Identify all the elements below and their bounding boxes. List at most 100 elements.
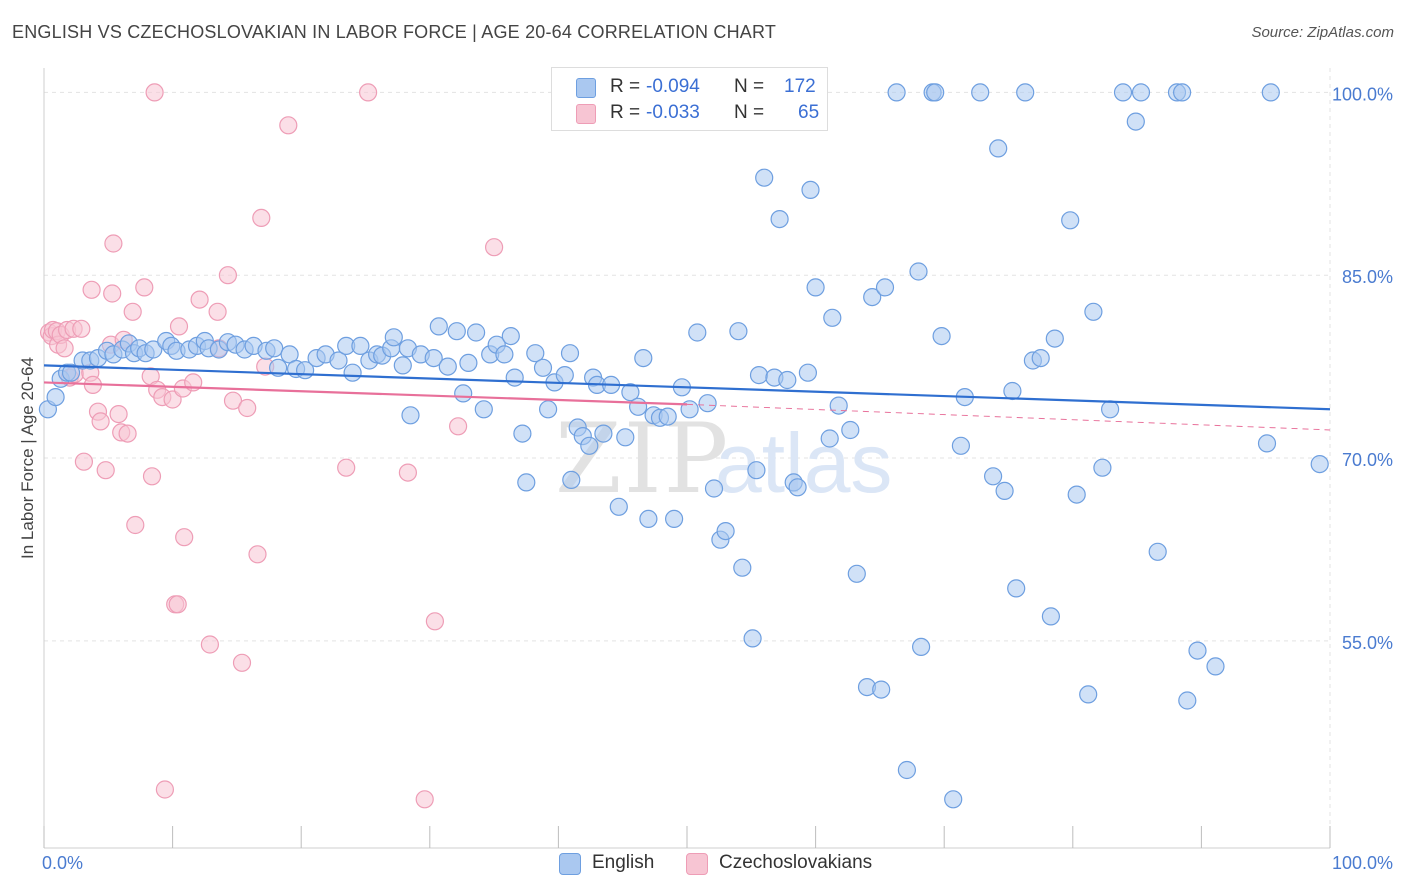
english-point [863,288,882,307]
czech-point [252,208,271,227]
czech-point [208,302,227,321]
english-point [1067,485,1086,504]
english-point [495,345,514,364]
czech-point [223,391,243,410]
english-point [770,210,789,229]
czech-point [118,424,137,443]
czech-point [74,452,94,471]
english-point [1100,400,1120,419]
english-point [628,397,648,416]
english-point [560,344,580,363]
czech-point [337,458,356,477]
english-point [698,394,717,413]
y-tick-label: 100.0% [1332,84,1393,104]
english-point [778,370,797,390]
czech-legend-swatch [686,853,708,875]
english-point [429,317,448,336]
english-point [1016,83,1035,102]
czech-point [96,461,115,480]
czech-point [415,790,434,809]
czech-swatch [576,104,596,124]
english-n-value: 172 [784,76,816,97]
czech-r-label: R = [610,102,641,123]
english-legend-swatch [559,853,581,875]
english-point [616,428,635,447]
czech-point [190,290,209,309]
english-point [384,328,403,347]
english-point [351,336,370,355]
czech-point [123,302,142,321]
english-point [639,509,658,529]
english-point [820,429,839,448]
y-tick-label: 85.0% [1342,267,1393,287]
czech-point [238,398,257,418]
english-point [1045,329,1064,348]
english-r-value: -0.094 [646,76,700,97]
english-point [897,760,917,780]
english-point [1188,641,1207,660]
english-point [788,478,807,497]
english-point [664,509,684,529]
english-point [1061,211,1080,230]
english-point [1079,685,1098,704]
czech-point [248,545,267,564]
english-n-label: N = [734,76,765,97]
english-swatch [576,78,596,98]
english-point [829,396,848,415]
czech-point [279,116,298,135]
y-axis-title: In Labor Force | Age 20-64 [18,357,37,559]
english-point [61,363,81,382]
english-point [1131,83,1151,102]
english-point [733,558,752,577]
czech-n-label: N = [734,102,765,123]
czech-point [91,412,110,431]
english-point [505,368,524,387]
czech-point [145,83,164,102]
english-point [513,424,532,443]
english-point [1007,579,1026,598]
czech-point [200,635,219,654]
english-point [1261,83,1280,102]
czech-point [72,319,91,338]
english-point [926,83,945,102]
czech-point [169,317,189,336]
english-point [798,363,818,382]
czech-point [485,238,504,257]
english-point [995,481,1014,500]
english-point [749,366,769,385]
czech-point [359,83,378,102]
english-point [1257,434,1277,453]
czech-trend-line [43,381,688,406]
english-point [329,351,348,370]
czech-point [82,280,101,299]
czech-point [126,515,145,535]
english-point [983,467,1003,486]
czech-r-value: -0.033 [646,102,700,123]
english-point [269,358,288,377]
watermark-atlas: atlas [715,416,892,510]
czech-points [39,83,504,809]
english-point [847,564,866,583]
english-point [872,680,891,699]
english-point [951,436,971,455]
english-point [343,363,362,382]
czech-point [55,339,74,358]
czech-point [142,467,162,486]
english-point [971,83,990,102]
english-point [1148,542,1167,561]
source-label: Source: ZipAtlas.com [1251,24,1394,41]
english-point [1031,349,1050,368]
english-point [755,168,774,187]
english-point [716,521,735,541]
czech-point [168,595,187,614]
english-point [806,278,825,297]
english-point [823,308,842,327]
english-point [729,322,748,341]
english-point [875,278,895,297]
english-point [533,358,553,377]
english-point [621,383,640,402]
english-point [424,349,443,368]
english-point [562,470,581,489]
czech-point [109,405,128,424]
